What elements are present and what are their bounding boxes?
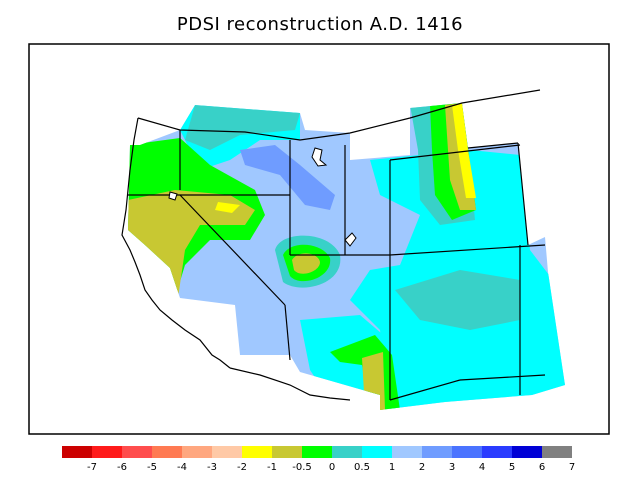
- pdsi-field: [128, 103, 565, 410]
- colorbar-box: [542, 446, 572, 458]
- south-dakota-line: [517, 142, 529, 246]
- yellow-core-center: [292, 253, 320, 274]
- colorbar-label: 5: [509, 462, 515, 473]
- baja-coastline: [229, 367, 351, 401]
- canada-border: [137, 89, 541, 141]
- colorbar-label: -0.5: [292, 462, 312, 473]
- colorbar-boxes: [62, 446, 572, 458]
- colorbar-label: 4: [479, 462, 485, 473]
- colorbar-box: [242, 446, 272, 458]
- colorbar-box: [452, 446, 482, 458]
- lakes: [168, 147, 357, 247]
- colorbar-label: -5: [147, 462, 157, 473]
- map-title: PDSI reconstruction A.D. 1416: [176, 14, 464, 35]
- colorbar-label: 7: [569, 462, 575, 473]
- colorbar-box: [212, 446, 242, 458]
- colorbar-label: -4: [177, 462, 187, 473]
- texas-line: [389, 379, 461, 401]
- map-frame: [28, 43, 610, 435]
- lake-mead: [344, 232, 357, 247]
- colorbar-label: 3: [449, 462, 455, 473]
- north-dakota-line: [467, 142, 519, 149]
- teal-zone-north: [185, 105, 300, 150]
- colorbar-box: [122, 446, 152, 458]
- california-nevada-line: [179, 194, 286, 306]
- colorbar-label: -6: [117, 462, 127, 473]
- colorbar-box: [152, 446, 182, 458]
- colorbar-label: -3: [207, 462, 217, 473]
- yellow-spot-west: [215, 202, 240, 213]
- colorbar-labels: -7 -6 -5 -4 -3 -2 -1 -0.5 0 0.5 1 2 3 4 5 6 7: [87, 462, 575, 473]
- colorbar-box: [362, 446, 392, 458]
- great-salt-lake: [311, 147, 328, 167]
- colorbar-label: 2: [419, 462, 425, 473]
- colorbar-box: [512, 446, 542, 458]
- colorbar-box: [482, 446, 512, 458]
- dakota-line: [389, 144, 521, 161]
- colorbar-box: [332, 446, 362, 458]
- colorbar-box: [62, 446, 92, 458]
- colorbar-box: [182, 446, 212, 458]
- arizona-line: [284, 304, 291, 361]
- colorbar-box: [302, 446, 332, 458]
- colorbar-box: [92, 446, 122, 458]
- blue-zone: [240, 145, 335, 210]
- oklahoma-line: [459, 374, 546, 381]
- colorbar-box: [422, 446, 452, 458]
- colorbar-label: 0.5: [354, 462, 370, 473]
- west-coastline: [121, 117, 231, 369]
- colorbar-label: -1: [267, 462, 277, 473]
- lake-tahoe: [168, 191, 178, 201]
- colorbar-label: -7: [87, 462, 97, 473]
- colorbar-label: 1: [389, 462, 395, 473]
- teal-zone-south: [395, 270, 520, 330]
- colorbar-label: -2: [237, 462, 247, 473]
- colorbar-label: 6: [539, 462, 545, 473]
- colorbar-box: [272, 446, 302, 458]
- colorbar-box: [392, 446, 422, 458]
- boundaries: [121, 89, 546, 401]
- colorbar-label: 0: [329, 462, 335, 473]
- yellow-strip-north: [452, 103, 476, 198]
- kansas-line: [389, 244, 546, 256]
